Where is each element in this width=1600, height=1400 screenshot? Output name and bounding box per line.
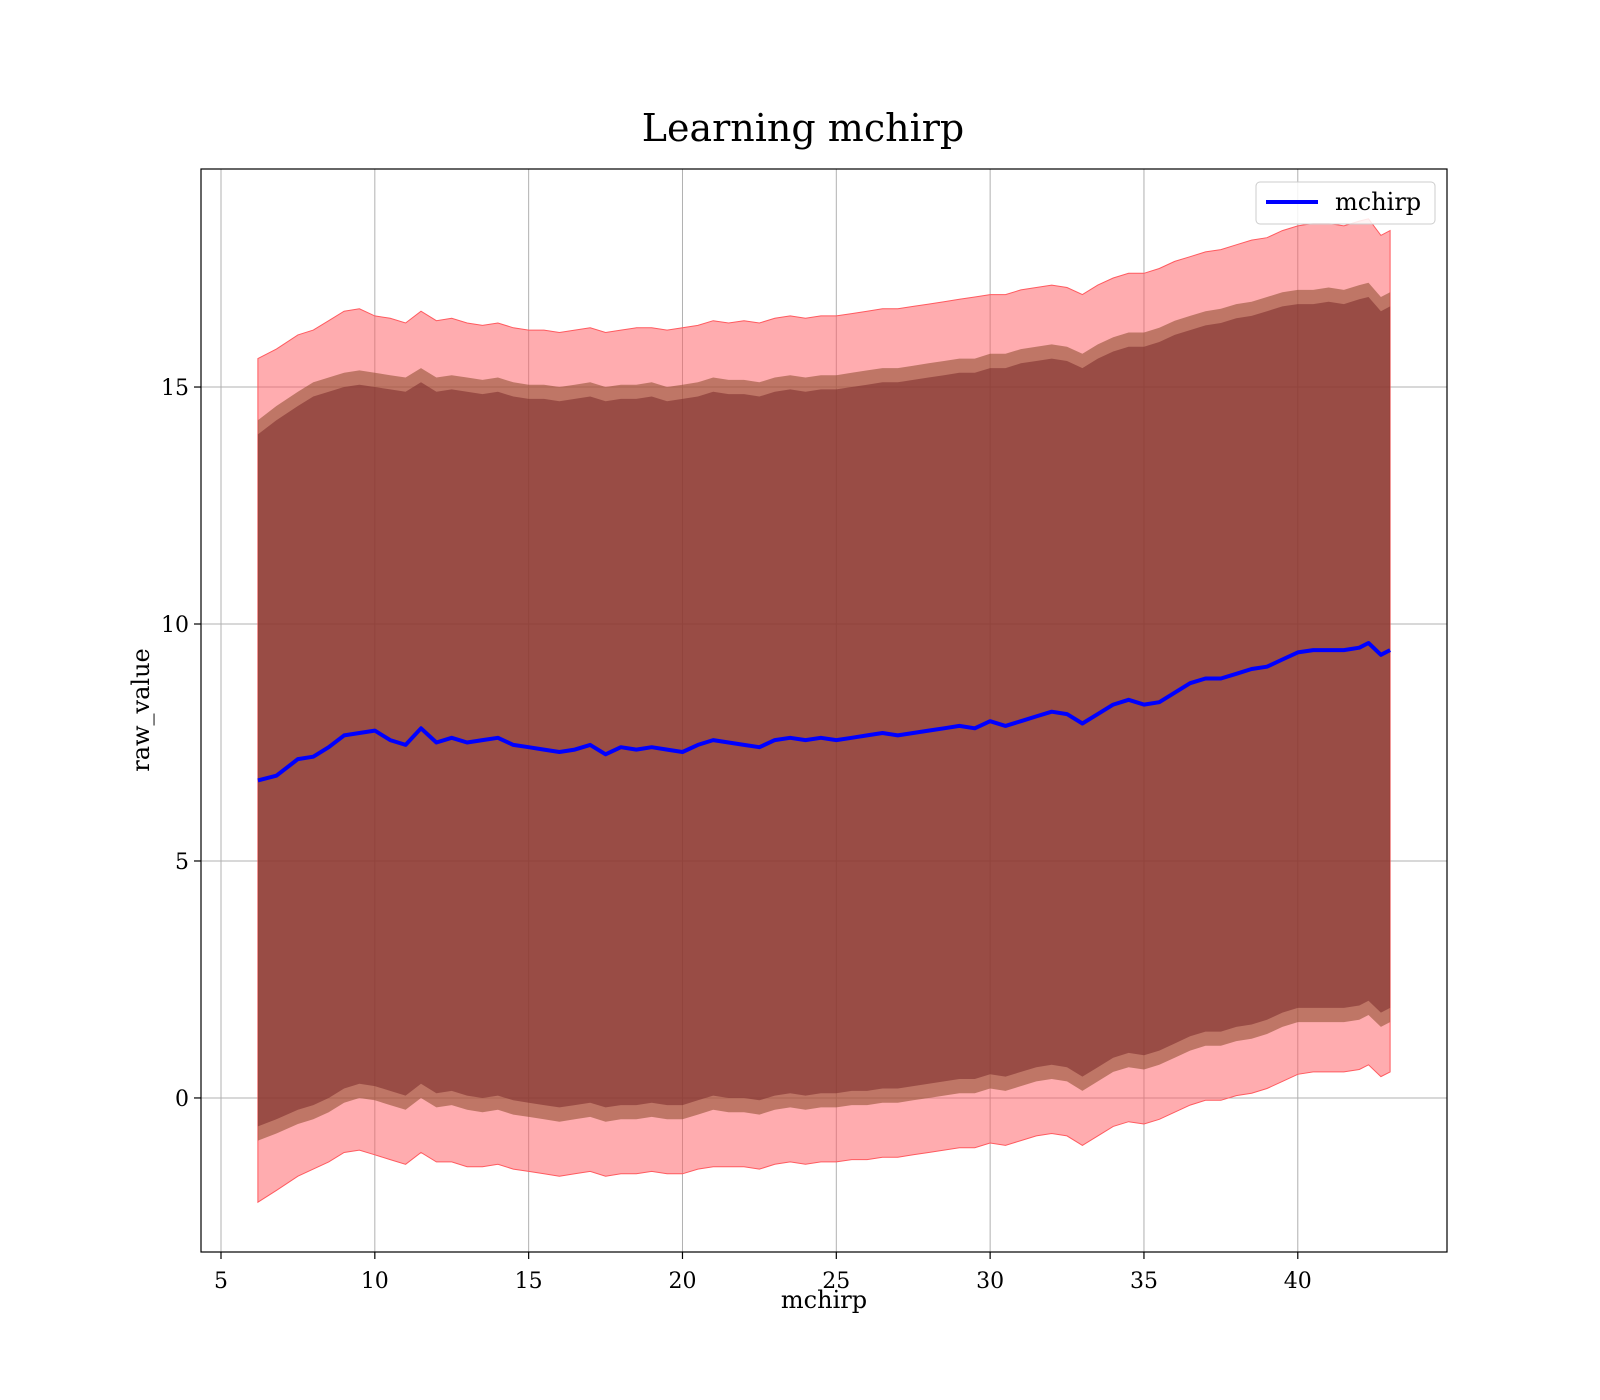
legend-label-mchirp: mchirp (1335, 188, 1421, 216)
ticks: 5 10 15 20 25 30 35 40 0 5 10 15 (161, 376, 1312, 1294)
y-tick-label: 15 (161, 376, 189, 401)
series-lines (257, 641, 1392, 783)
x-tick-label: 40 (1284, 1269, 1312, 1294)
bands (257, 218, 1391, 1204)
y-tick-label: 5 (175, 850, 189, 875)
y-axis-label: raw_value (127, 648, 155, 772)
x-tick-label: 15 (515, 1269, 543, 1294)
x-tick-label: 25 (822, 1269, 850, 1294)
x-tick-label: 35 (1130, 1269, 1158, 1294)
x-axis-label: mchirp (781, 1286, 867, 1314)
plot-frame (200, 168, 1448, 1253)
y-tick-label: 0 (175, 1087, 189, 1112)
legend: mchirp (1255, 181, 1436, 225)
series-line-mchirp (257, 641, 1392, 783)
x-tick-label: 5 (214, 1269, 228, 1294)
x-tick-label: 30 (976, 1269, 1004, 1294)
y-tick-label: 10 (161, 613, 189, 638)
chart-title: Learning mchirp (642, 106, 964, 150)
inner-band (257, 297, 1391, 1127)
x-tick-label: 20 (668, 1269, 696, 1294)
legend-box (1255, 181, 1436, 225)
x-tick-label: 10 (361, 1269, 389, 1294)
